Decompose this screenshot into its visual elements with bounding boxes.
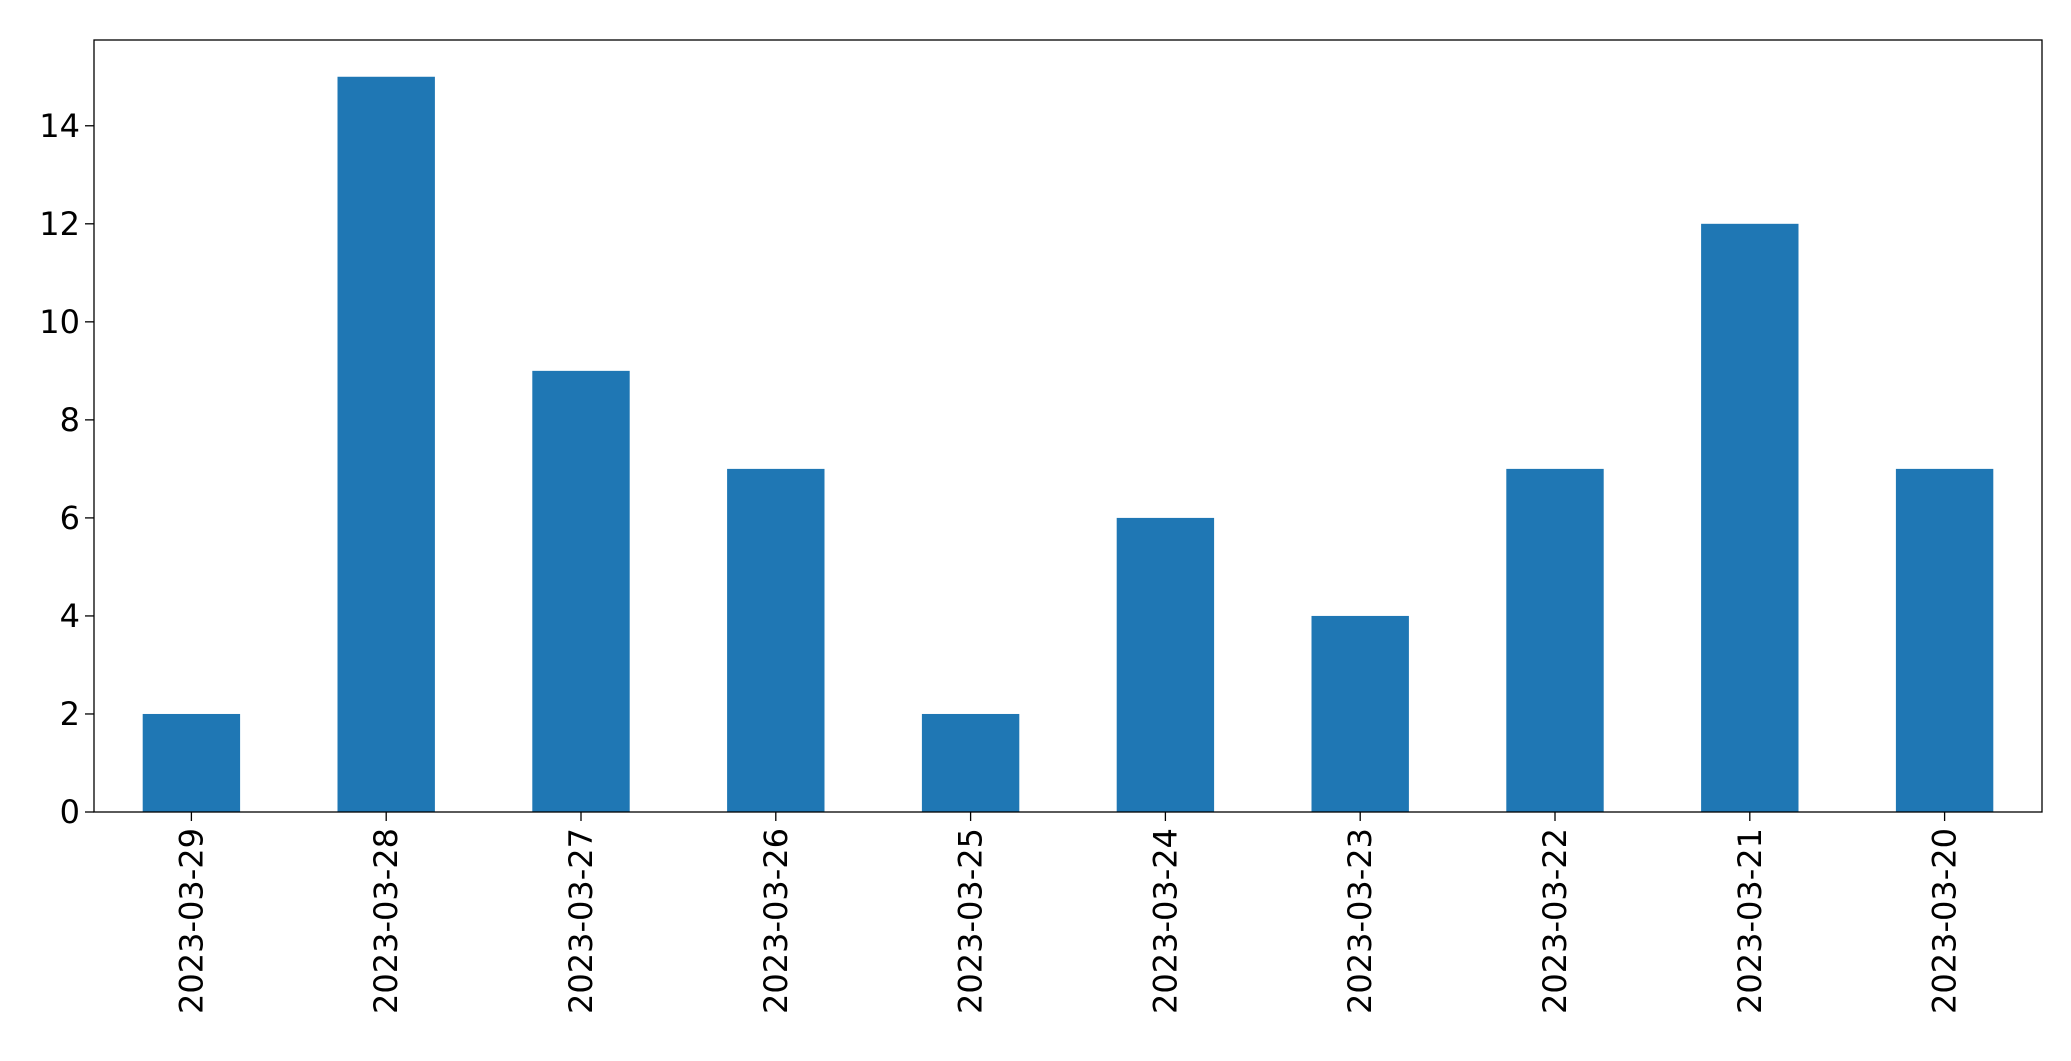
bar: [532, 370, 630, 812]
x-tick-label: 2023-03-29: [172, 828, 210, 1014]
bar: [727, 468, 825, 812]
bar: [921, 713, 1020, 812]
bar: [142, 713, 241, 812]
axes-frame: [93, 39, 2043, 813]
x-tick-label: 2023-03-25: [952, 828, 990, 1014]
bar: [1701, 223, 1799, 813]
y-tick-label: 12: [39, 205, 80, 243]
bar: [1506, 468, 1604, 812]
x-tick-label: 2023-03-27: [562, 828, 600, 1014]
x-tick-label: 2023-03-23: [1341, 828, 1379, 1014]
bar: [1311, 615, 1409, 812]
y-tick-label: 8: [60, 401, 80, 439]
x-tick-label: 2023-03-21: [1731, 828, 1769, 1014]
y-tick-label: 10: [39, 303, 80, 341]
x-tick-label: 2023-03-24: [1146, 828, 1184, 1014]
y-tick-label: 14: [39, 107, 80, 145]
x-tick-label: 2023-03-22: [1536, 828, 1574, 1014]
y-tick-label: 2: [60, 695, 80, 733]
y-tick-label: 6: [60, 499, 80, 537]
x-tick-label: 2023-03-28: [367, 828, 405, 1014]
y-tick-label: 0: [60, 793, 80, 831]
x-tick-label: 2023-03-20: [1926, 828, 1964, 1014]
bar: [1895, 468, 1994, 812]
y-tick-label: 4: [60, 597, 80, 635]
x-tick-label: 2023-03-26: [757, 828, 795, 1014]
bar: [1116, 517, 1215, 812]
bar: [337, 76, 435, 812]
